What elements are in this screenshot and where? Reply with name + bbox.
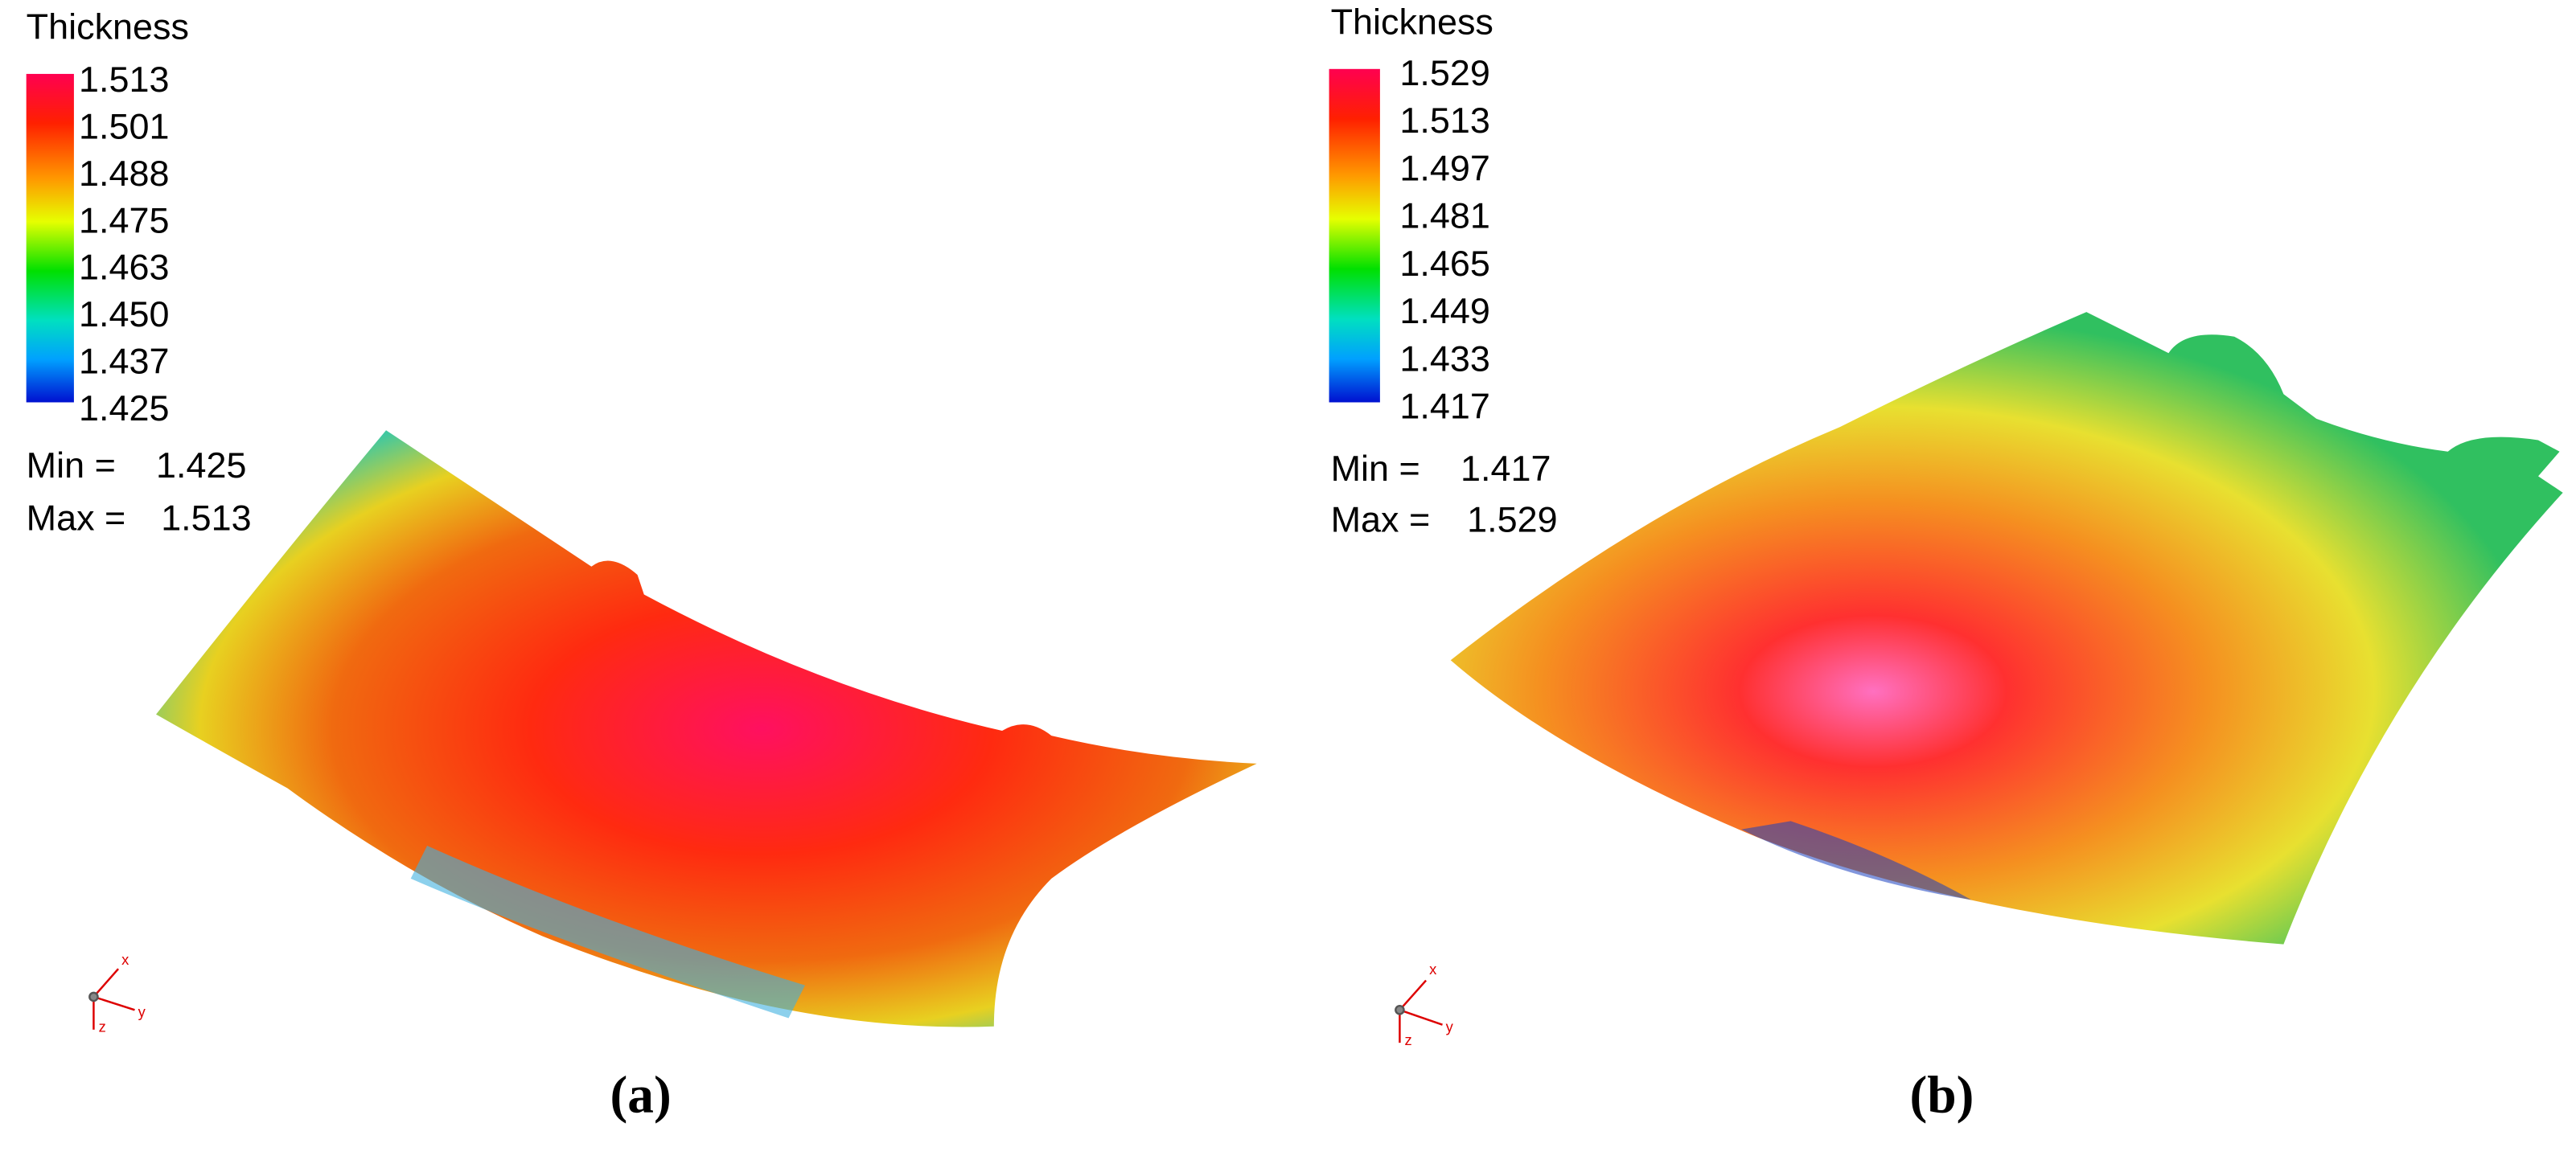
- axis-label: y: [138, 1003, 146, 1020]
- colorbar: [1329, 68, 1380, 403]
- max-label: Max =: [1331, 498, 1431, 539]
- caption: (a): [610, 1067, 672, 1125]
- min-value: 1.417: [1461, 448, 1551, 489]
- axis-label: z: [99, 1019, 106, 1035]
- axis-label: z: [1405, 1031, 1412, 1048]
- legend-title: Thickness: [27, 6, 189, 47]
- min-value: 1.425: [156, 445, 246, 486]
- caption: (b): [1910, 1067, 1974, 1125]
- legend-label: 1.513: [79, 59, 169, 100]
- min-label: Min =: [27, 445, 116, 486]
- min-label: Min =: [1331, 448, 1420, 489]
- legend-label: 1.513: [1399, 100, 1489, 141]
- panel-a: Thickness 1.513 1.501 1.488 1.475 1.463 1.450…: [26, 6, 1257, 1125]
- axis-triad: [88, 968, 135, 1030]
- legend-label: 1.425: [79, 387, 169, 428]
- legend-label: 1.417: [1399, 386, 1489, 427]
- legend-label: 1.465: [1399, 243, 1489, 284]
- legend-label: 1.481: [1399, 195, 1489, 236]
- axis-triad: [1395, 979, 1443, 1043]
- surface: [156, 430, 1257, 1027]
- axis-label: x: [121, 951, 129, 968]
- colorbar: [26, 73, 74, 403]
- legend-label: 1.463: [79, 247, 169, 288]
- surface-edge: [410, 846, 805, 1019]
- surface: [1450, 312, 2563, 945]
- legend-label: 1.450: [79, 293, 169, 334]
- legend-label: 1.488: [79, 153, 169, 194]
- legend-label: 1.475: [79, 199, 169, 240]
- legend-labels: 1.513 1.501 1.488 1.475 1.463 1.450 1.437 1.425: [79, 59, 169, 428]
- legend-label: 1.497: [1399, 147, 1489, 188]
- legend-label: 1.449: [1399, 290, 1489, 331]
- axis-label: y: [1446, 1019, 1454, 1035]
- max-value: 1.513: [161, 497, 251, 538]
- legend-label: 1.437: [79, 341, 169, 382]
- max-label: Max =: [27, 497, 126, 538]
- legend-label: 1.433: [1399, 338, 1489, 379]
- legend-labels: 1.529 1.513 1.497 1.481 1.465 1.449 1.433 1.417: [1399, 52, 1489, 427]
- legend-label: 1.529: [1399, 52, 1489, 93]
- legend-label: 1.501: [79, 105, 169, 146]
- max-value: 1.529: [1467, 498, 1557, 539]
- legend-title: Thickness: [1331, 2, 1493, 43]
- panel-b: Thickness 1.529 1.513 1.497 1.481 1.465 1.449…: [1329, 2, 2563, 1125]
- surface-edge: [1741, 821, 1972, 900]
- axis-label: x: [1429, 961, 1436, 978]
